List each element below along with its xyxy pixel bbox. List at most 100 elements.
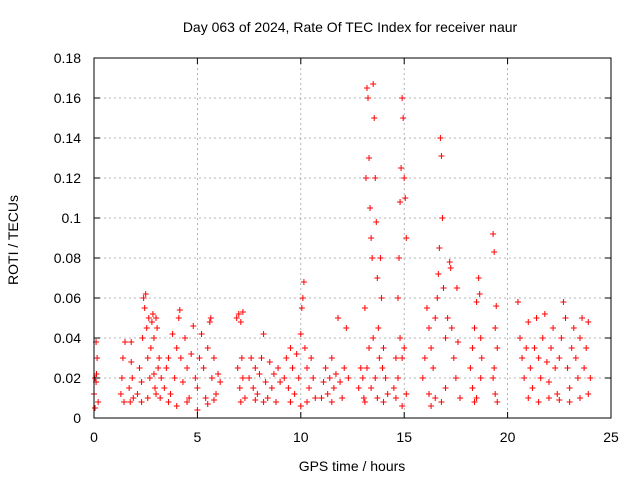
data-point [138,399,145,405]
data-point [299,295,306,301]
data-point [310,375,317,381]
data-point [397,335,404,341]
data-point [165,355,172,361]
data-point [213,391,220,397]
data-point [399,95,406,101]
data-point [260,331,267,337]
data-point [365,95,372,101]
data-point [587,375,594,381]
data-point [581,365,588,371]
data-point [371,115,378,121]
data-point [129,375,136,381]
data-point [156,355,163,361]
grid-lines [94,58,611,418]
data-point [376,355,383,361]
data-point [554,391,561,397]
data-point [246,375,253,381]
data-point [562,315,569,321]
data-point [179,379,186,385]
data-point [238,355,245,361]
data-point [426,391,433,397]
data-point [298,305,305,311]
data-point [392,395,399,401]
data-point [392,355,399,361]
data-point [492,391,499,397]
data-point [368,385,375,391]
y-tick-label: 0.18 [54,50,81,66]
data-point [360,395,367,401]
data-point [543,359,550,365]
data-point [368,235,375,241]
data-point [373,219,380,225]
y-tick-label: 0.08 [54,250,81,266]
data-point [175,315,182,321]
data-point [339,395,346,401]
data-point [118,375,125,381]
data-point [150,335,157,341]
data-point [370,335,377,341]
data-point [301,345,308,351]
data-point [149,311,156,317]
data-point [94,355,101,361]
data-point [492,325,499,331]
data-point [144,355,151,361]
data-point [198,331,205,337]
data-point [491,249,498,255]
data-point [469,345,476,351]
data-point [428,345,435,351]
data-point [432,395,439,401]
data-point [476,291,483,297]
data-point [467,365,474,371]
data-point [150,371,157,377]
data-point [574,375,581,381]
data-point [335,315,342,321]
data-point [153,315,160,321]
data-point [266,359,273,365]
data-point [128,359,135,365]
data-point [361,399,368,405]
data-point [558,335,565,341]
data-point [154,325,161,331]
data-point [328,355,335,361]
data-point [531,345,538,351]
data-point [421,355,428,361]
data-point [210,397,217,403]
data-point [236,385,243,391]
x-tick-label: 25 [603,429,619,445]
data-point [239,375,246,381]
data-point [359,375,366,381]
data-point [442,335,449,341]
data-point [375,325,382,331]
data-point [142,291,149,297]
data-point [477,335,484,341]
data-point [343,325,350,331]
data-point [471,325,478,331]
data-point [285,385,292,391]
data-point [169,331,176,337]
data-point [270,371,277,377]
data-point [177,355,184,361]
data-point [473,299,480,305]
plot-frame [93,57,612,419]
data-point [264,395,271,401]
data-point [152,385,159,391]
data-point [173,403,180,409]
data-point [237,399,244,405]
data-point [293,351,300,357]
data-point [396,255,403,261]
data-point [204,401,211,407]
data-point [490,231,497,237]
data-point [138,379,145,385]
data-point [367,205,374,211]
data-point [248,355,255,361]
data-point [324,391,331,397]
data-point [399,403,406,409]
data-point [297,331,304,337]
data-point [122,339,129,345]
data-point [585,319,592,325]
data-point [202,395,209,401]
x-tick-label: 5 [194,429,202,445]
data-point [139,335,146,341]
data-point [241,395,248,401]
data-point [570,325,577,331]
